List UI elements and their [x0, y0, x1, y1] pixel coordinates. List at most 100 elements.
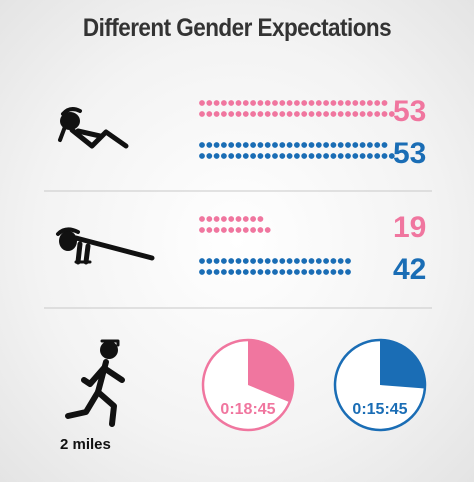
dot-bar [199, 258, 351, 275]
dot-rows [199, 100, 395, 275]
dot [286, 269, 293, 275]
dot [206, 100, 213, 106]
dot [213, 269, 220, 275]
dot [323, 142, 329, 148]
dot [367, 111, 373, 117]
dot [250, 258, 256, 264]
dot [228, 216, 235, 222]
dot [221, 216, 227, 222]
dot [235, 269, 242, 275]
dot [264, 227, 271, 233]
clock: 0:18:45 [201, 338, 295, 432]
dot [388, 111, 395, 117]
dot [308, 100, 315, 106]
dot [330, 153, 337, 159]
dot [279, 258, 286, 264]
dot [308, 258, 315, 264]
dot [315, 111, 322, 117]
dot [323, 153, 329, 159]
dot [213, 153, 220, 159]
clock-time-label: 0:18:45 [220, 401, 275, 418]
dot [367, 153, 373, 159]
dot [206, 142, 213, 148]
dot [264, 153, 271, 159]
dot-bar [199, 100, 395, 117]
dot [367, 100, 373, 106]
clock-wedge [380, 340, 425, 389]
dot [206, 153, 213, 159]
dot [315, 153, 322, 159]
dot [228, 153, 235, 159]
dot [345, 153, 351, 159]
dot [301, 153, 308, 159]
dot [228, 269, 235, 275]
clock: 0:15:45 [333, 338, 427, 432]
dot [345, 142, 351, 148]
dot [206, 216, 213, 222]
dot [272, 153, 278, 159]
dot [301, 269, 308, 275]
dot-bar [199, 216, 271, 233]
dot [352, 111, 359, 117]
dot [264, 269, 271, 275]
dot [257, 269, 264, 275]
dot [250, 111, 256, 117]
dot [352, 142, 359, 148]
dot [337, 153, 344, 159]
dot [257, 111, 264, 117]
dot [206, 111, 213, 117]
dot [199, 142, 205, 148]
dot [242, 258, 249, 264]
dot [374, 100, 381, 106]
dot [257, 216, 264, 222]
dot [228, 100, 235, 106]
sit-up-figure-icon [58, 107, 129, 149]
value-label: 53 [393, 137, 426, 170]
value-label: 53 [393, 95, 426, 128]
clock-wedge [248, 340, 293, 403]
dot [242, 142, 249, 148]
dot [279, 111, 286, 117]
dot [250, 269, 256, 275]
dot [213, 142, 220, 148]
dot [235, 153, 242, 159]
dot [315, 100, 322, 106]
dot [242, 216, 249, 222]
push-up-figure-icon [56, 227, 155, 265]
dot [250, 216, 256, 222]
dot [213, 258, 220, 264]
dot [272, 258, 278, 264]
dot [264, 142, 271, 148]
run-distance-caption: 2 miles [60, 436, 111, 453]
value-labels: 53 53 19 42 [393, 95, 426, 286]
dot [308, 269, 315, 275]
dot [337, 142, 344, 148]
dot [286, 142, 293, 148]
dot [213, 100, 220, 106]
dot [257, 142, 264, 148]
dot [221, 269, 227, 275]
dot [257, 227, 264, 233]
dot [301, 142, 308, 148]
dot [323, 100, 329, 106]
dot [352, 100, 359, 106]
clock-time-label: 0:15:45 [352, 401, 407, 418]
dot [294, 258, 300, 264]
dot [228, 142, 235, 148]
dot [250, 100, 256, 106]
dot [337, 269, 344, 275]
dot [330, 258, 337, 264]
dot [294, 100, 300, 106]
dot [221, 227, 227, 233]
dot [352, 153, 359, 159]
value-label: 42 [393, 253, 426, 286]
dot [301, 258, 308, 264]
dot [235, 258, 242, 264]
dot [286, 100, 293, 106]
dot [206, 269, 213, 275]
dot [359, 153, 366, 159]
dot [330, 111, 337, 117]
running-figure-icon [65, 339, 125, 427]
dot [294, 269, 300, 275]
